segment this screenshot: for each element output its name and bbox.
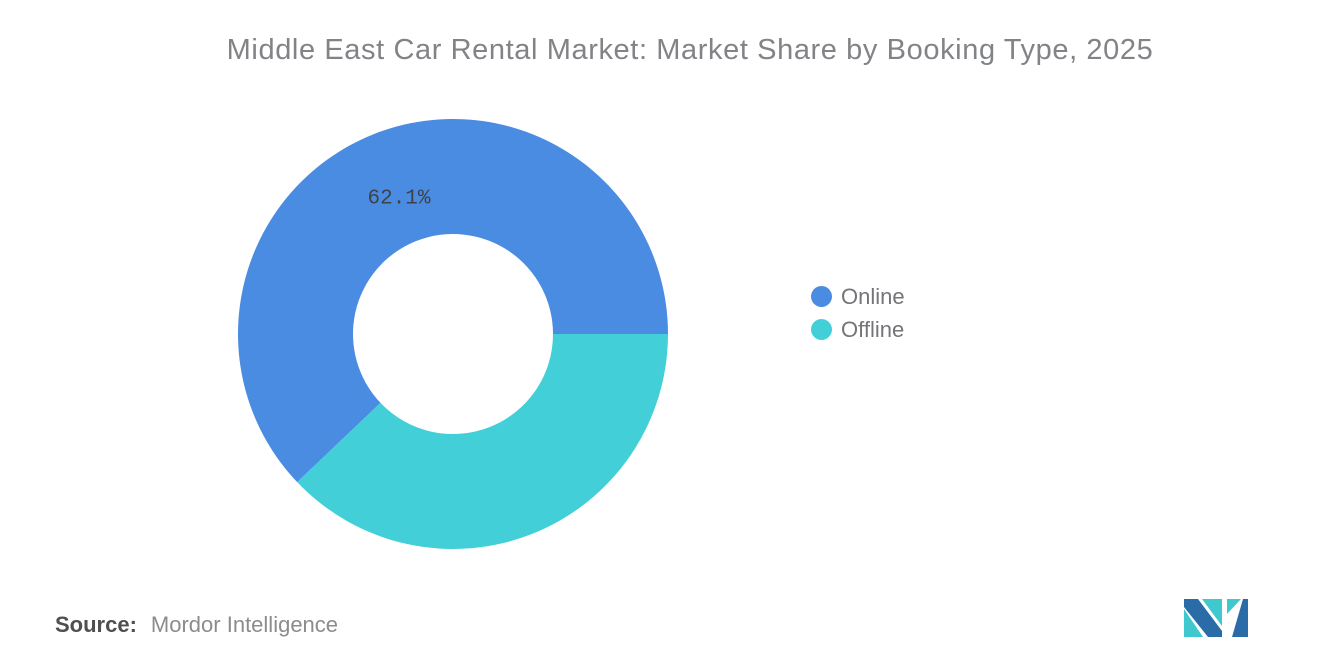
logo-shape-blue-diagonal: [1184, 599, 1222, 637]
legend-marker-offline: [811, 319, 832, 340]
logo-shape-teal-top-right: [1202, 599, 1222, 626]
source-attribution: Source: Mordor Intelligence: [55, 612, 338, 638]
chart-title: Middle East Car Rental Market: Market Sh…: [226, 34, 1154, 66]
data-label-online: 62.1%: [367, 187, 430, 210]
logo-shape-teal-bottom-left: [1184, 609, 1203, 637]
legend-marker-online: [811, 286, 832, 307]
donut-slice-offline[interactable]: [297, 334, 668, 550]
legend: Online Offline: [811, 284, 905, 342]
mordor-intelligence-logo: [1184, 599, 1248, 637]
legend-item-offline[interactable]: Offline: [811, 317, 905, 342]
donut-slice-online[interactable]: [238, 119, 669, 483]
source-label: Source:: [55, 612, 137, 637]
logo-shape-blue-stroke: [1232, 599, 1248, 637]
legend-label-online: Online: [841, 284, 905, 309]
legend-label-offline: Offline: [841, 317, 905, 342]
legend-item-online[interactable]: Online: [811, 284, 905, 309]
logo-shape-teal-small: [1227, 599, 1241, 614]
source-value: Mordor Intelligence: [150, 612, 339, 637]
